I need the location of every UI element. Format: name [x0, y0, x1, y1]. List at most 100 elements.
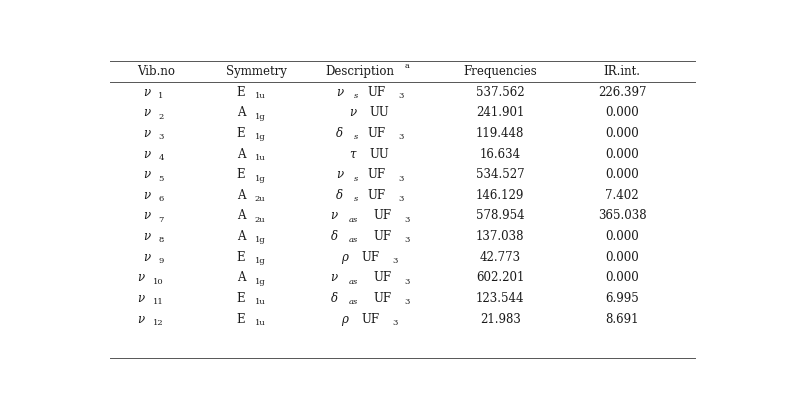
Text: 3: 3 [404, 236, 410, 244]
Text: ν: ν [331, 209, 338, 222]
Text: UU: UU [369, 147, 389, 161]
Text: E: E [237, 127, 245, 140]
Text: 123.544: 123.544 [476, 292, 524, 305]
Text: ν: ν [143, 230, 150, 243]
Text: 2: 2 [159, 113, 163, 121]
Text: A: A [237, 147, 245, 161]
Text: 21.983: 21.983 [479, 313, 521, 325]
Text: 146.129: 146.129 [476, 189, 524, 202]
Text: 2u: 2u [255, 216, 266, 224]
Text: 5: 5 [159, 175, 163, 183]
Text: 119.448: 119.448 [476, 127, 524, 140]
Text: ρ: ρ [342, 313, 348, 325]
Text: 1g: 1g [255, 113, 266, 121]
Text: 365.038: 365.038 [598, 209, 646, 222]
Text: 1u: 1u [255, 298, 266, 306]
Text: A: A [237, 230, 245, 243]
Text: ν: ν [336, 86, 343, 99]
Text: 578.954: 578.954 [476, 209, 524, 222]
Text: 137.038: 137.038 [476, 230, 524, 243]
Text: 3: 3 [404, 278, 410, 286]
Text: ρ: ρ [342, 251, 348, 264]
Text: 537.562: 537.562 [476, 86, 524, 99]
Text: 3: 3 [159, 133, 163, 141]
Text: 3: 3 [399, 133, 404, 141]
Text: 12: 12 [153, 319, 163, 327]
Text: ν: ν [143, 168, 150, 181]
Text: UF: UF [368, 189, 386, 202]
Text: 0.000: 0.000 [605, 147, 639, 161]
Text: E: E [237, 251, 245, 264]
Text: 3: 3 [404, 216, 410, 224]
Text: 42.773: 42.773 [479, 251, 521, 264]
Text: ν: ν [336, 168, 343, 181]
Text: UF: UF [373, 209, 391, 222]
Text: ν: ν [143, 86, 150, 99]
Text: as: as [349, 298, 358, 306]
Text: s: s [354, 92, 358, 100]
Text: ν: ν [143, 251, 150, 264]
Text: ν: ν [143, 106, 150, 119]
Text: s: s [354, 133, 358, 141]
Text: 11: 11 [153, 298, 163, 306]
Text: 3: 3 [399, 92, 404, 100]
Text: 10: 10 [153, 278, 163, 286]
Text: 0.000: 0.000 [605, 168, 639, 181]
Text: A: A [237, 106, 245, 119]
Text: UF: UF [368, 86, 386, 99]
Text: δ: δ [331, 292, 338, 305]
Text: 1u: 1u [255, 92, 266, 100]
Text: 3: 3 [392, 257, 398, 265]
Text: E: E [237, 292, 245, 305]
Text: 0.000: 0.000 [605, 230, 639, 243]
Text: 226.397: 226.397 [598, 86, 646, 99]
Text: δ: δ [336, 127, 343, 140]
Text: 241.901: 241.901 [476, 106, 524, 119]
Text: ν: ν [143, 147, 150, 161]
Text: UF: UF [373, 272, 391, 284]
Text: 6: 6 [159, 195, 163, 203]
Text: UU: UU [369, 106, 389, 119]
Text: ν: ν [138, 313, 145, 325]
Text: UF: UF [368, 127, 386, 140]
Text: UF: UF [362, 313, 380, 325]
Text: 1u: 1u [255, 319, 266, 327]
Text: 0.000: 0.000 [605, 127, 639, 140]
Text: as: as [349, 216, 358, 224]
Text: a: a [405, 62, 410, 70]
Text: 602.201: 602.201 [476, 272, 524, 284]
Text: A: A [237, 209, 245, 222]
Text: τ: τ [349, 147, 356, 161]
Text: UF: UF [373, 292, 391, 305]
Text: Symmetry: Symmetry [226, 65, 287, 78]
Text: 8.691: 8.691 [605, 313, 639, 325]
Text: 3: 3 [392, 319, 398, 327]
Text: ν: ν [138, 272, 145, 284]
Text: 7.402: 7.402 [605, 189, 639, 202]
Text: Vib.no: Vib.no [137, 65, 175, 78]
Text: s: s [354, 175, 358, 183]
Text: E: E [237, 313, 245, 325]
Text: 3: 3 [399, 195, 404, 203]
Text: UF: UF [368, 168, 386, 181]
Text: ν: ν [349, 106, 356, 119]
Text: 1g: 1g [255, 257, 266, 265]
Text: ν: ν [143, 209, 150, 222]
Text: 1u: 1u [255, 154, 266, 162]
Text: 1g: 1g [255, 236, 266, 244]
Text: ν: ν [143, 127, 150, 140]
Text: 0.000: 0.000 [605, 106, 639, 119]
Text: δ: δ [336, 189, 343, 202]
Text: 3: 3 [404, 298, 410, 306]
Text: 0.000: 0.000 [605, 272, 639, 284]
Text: 0.000: 0.000 [605, 251, 639, 264]
Text: IR.int.: IR.int. [604, 65, 641, 78]
Text: UF: UF [373, 230, 391, 243]
Text: Frequencies: Frequencies [464, 65, 537, 78]
Text: 7: 7 [159, 216, 163, 224]
Text: A: A [237, 189, 245, 202]
Text: 2u: 2u [255, 195, 266, 203]
Text: 4: 4 [159, 154, 164, 162]
Text: as: as [349, 236, 358, 244]
Text: 8: 8 [159, 236, 163, 244]
